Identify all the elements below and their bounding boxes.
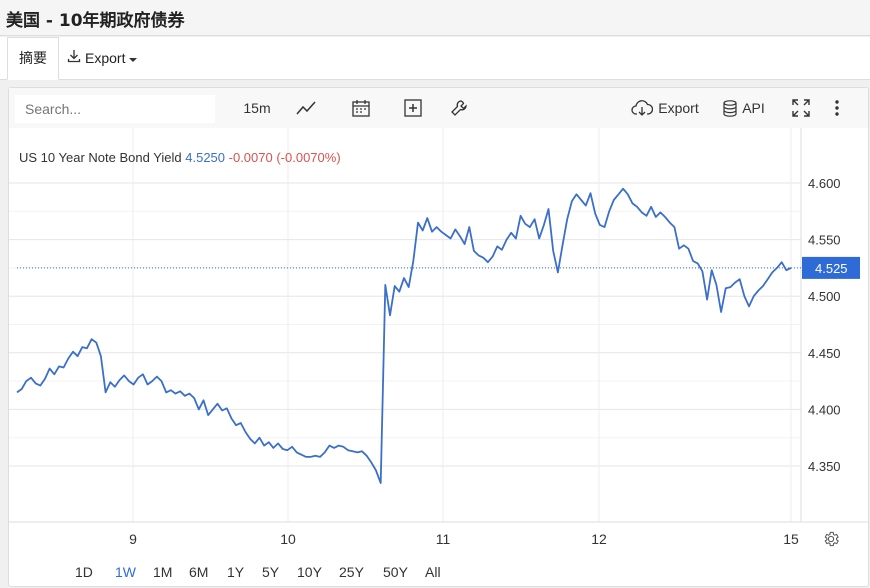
- last-value-label: 4.525: [815, 261, 848, 276]
- y-tick-label: 4.600: [808, 176, 841, 191]
- range-button-10y[interactable]: 10Y: [297, 564, 322, 580]
- x-tick-label: 10: [280, 531, 296, 547]
- more-vertical-icon[interactable]: [827, 96, 847, 120]
- api-button-label: API: [742, 100, 765, 116]
- export-label: Export: [85, 49, 126, 66]
- fullscreen-icon[interactable]: [789, 96, 813, 120]
- x-tick-label: 11: [436, 531, 451, 547]
- range-button-1y[interactable]: 1Y: [227, 564, 245, 580]
- export-dropdown[interactable]: Export: [67, 49, 138, 66]
- range-button-25y[interactable]: 25Y: [339, 564, 364, 580]
- yield-chart[interactable]: 4.600 4.550 4.500 4.450 4.400 4.350 9 10 11 12 15 4…: [9, 128, 868, 558]
- interval-selector[interactable]: 15m: [243, 100, 271, 116]
- page-title: 美国 - 10年期政府债券: [6, 11, 185, 31]
- title-bar: 美国 - 10年期政府债券: [0, 0, 870, 36]
- range-button-1d[interactable]: 1D: [75, 564, 93, 580]
- download-icon: [67, 49, 81, 66]
- legend-change: -0.0070 (-0.0070%): [228, 150, 341, 165]
- line-chart-icon[interactable]: [293, 96, 319, 120]
- last-value-tag: [802, 256, 860, 279]
- wrench-icon[interactable]: [447, 96, 471, 120]
- export-button[interactable]: Export: [629, 96, 701, 120]
- caret-down-icon: [129, 50, 138, 66]
- chart-toolbar: 15m Export API: [9, 88, 868, 128]
- x-tick-label: 15: [783, 531, 799, 547]
- legend-series-name: US 10 Year Note Bond Yield: [19, 150, 182, 165]
- range-button-1w[interactable]: 1W: [115, 564, 136, 580]
- y-tick-label: 4.550: [808, 233, 841, 248]
- y-tick-label: 4.500: [808, 289, 841, 304]
- gear-icon[interactable]: [822, 530, 840, 553]
- range-selector: 1D 1W 1M 6M 1Y 5Y 10Y 25Y 50Y All: [9, 558, 868, 588]
- database-icon: [723, 99, 737, 117]
- chart-legend: US 10 Year Note Bond Yield 4.5250 -0.007…: [19, 150, 341, 165]
- range-button-50y[interactable]: 50Y: [383, 564, 408, 580]
- x-tick-label: 12: [591, 531, 607, 547]
- api-button[interactable]: API: [721, 96, 767, 120]
- range-button-1m[interactable]: 1M: [153, 564, 173, 580]
- chart-panel: 15m Export API: [8, 87, 869, 587]
- tab-row: 摘要 Export: [0, 37, 870, 80]
- tab-summary[interactable]: 摘要: [7, 37, 59, 80]
- add-indicator-icon[interactable]: [401, 96, 425, 120]
- y-tick-label: 4.450: [808, 346, 841, 361]
- range-button-6m[interactable]: 6M: [189, 564, 209, 580]
- export-button-label: Export: [658, 100, 699, 116]
- range-button-all[interactable]: All: [425, 564, 441, 580]
- range-button-5y[interactable]: 5Y: [262, 564, 280, 580]
- y-tick-label: 4.400: [808, 402, 841, 417]
- legend-value: 4.5250: [185, 150, 226, 165]
- cloud-download-icon: [631, 100, 654, 116]
- search-input[interactable]: [15, 95, 215, 123]
- calendar-icon[interactable]: [349, 96, 373, 120]
- series-line: [16, 187, 792, 484]
- chart-plot-area[interactable]: 4.600 4.550 4.500 4.450 4.400 4.350 9 10 11 12 15 4…: [9, 128, 868, 588]
- x-tick-label: 9: [129, 531, 137, 547]
- y-tick-label: 4.350: [808, 459, 841, 474]
